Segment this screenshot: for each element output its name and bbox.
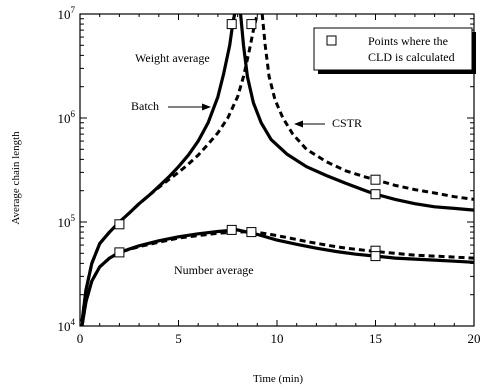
cld-point-marker — [246, 227, 257, 238]
legend-text-line2: CLD is calculated — [368, 50, 455, 64]
weight-average-label: Weight average — [135, 51, 210, 65]
y-tick-label: 105 — [58, 213, 76, 230]
x-tick-label: 0 — [77, 331, 84, 346]
cld-point-marker — [226, 19, 237, 30]
markers-layer — [114, 19, 381, 262]
legend-square-marker — [326, 35, 337, 46]
x-tick-label: 15 — [369, 331, 382, 346]
cstr-label: CSTR — [332, 116, 362, 130]
cld-point-marker — [114, 219, 125, 230]
legend-box — [313, 27, 473, 71]
batch-arrow — [168, 103, 211, 111]
series-line-5-solid — [80, 228, 475, 327]
cld-point-marker — [114, 247, 125, 258]
x-tick-label: 5 — [175, 331, 182, 346]
series-line-2-solid — [239, 13, 475, 212]
series-line-4-dashed — [260, 13, 475, 201]
cld-point-marker — [226, 224, 237, 235]
x-tick-label: 20 — [468, 331, 481, 346]
batch-label: Batch — [131, 99, 159, 113]
number-average-label: Number average — [174, 263, 254, 277]
cld-point-marker — [370, 251, 381, 262]
x-axis-title: Time (min) — [253, 373, 303, 385]
y-tick-label: 107 — [58, 5, 76, 22]
y-tick-label: 104 — [58, 317, 76, 334]
y-axis-title: Average chain length — [10, 131, 22, 225]
cld-point-marker — [370, 174, 381, 185]
cstr-arrow — [294, 120, 325, 128]
legend: Points where the CLD is calculated — [313, 27, 476, 74]
cld-point-marker — [246, 19, 257, 30]
ticks-layer: 0 5 10 15 20 104 105 106 107 — [58, 5, 481, 346]
series-line-3-dashed — [80, 13, 259, 322]
legend-text-line1: Points where the — [368, 34, 448, 48]
series-line-6-dashed — [80, 230, 475, 327]
x-tick-label: 10 — [271, 331, 284, 346]
y-tick-label: 106 — [58, 109, 76, 126]
cld-point-marker — [370, 189, 381, 200]
